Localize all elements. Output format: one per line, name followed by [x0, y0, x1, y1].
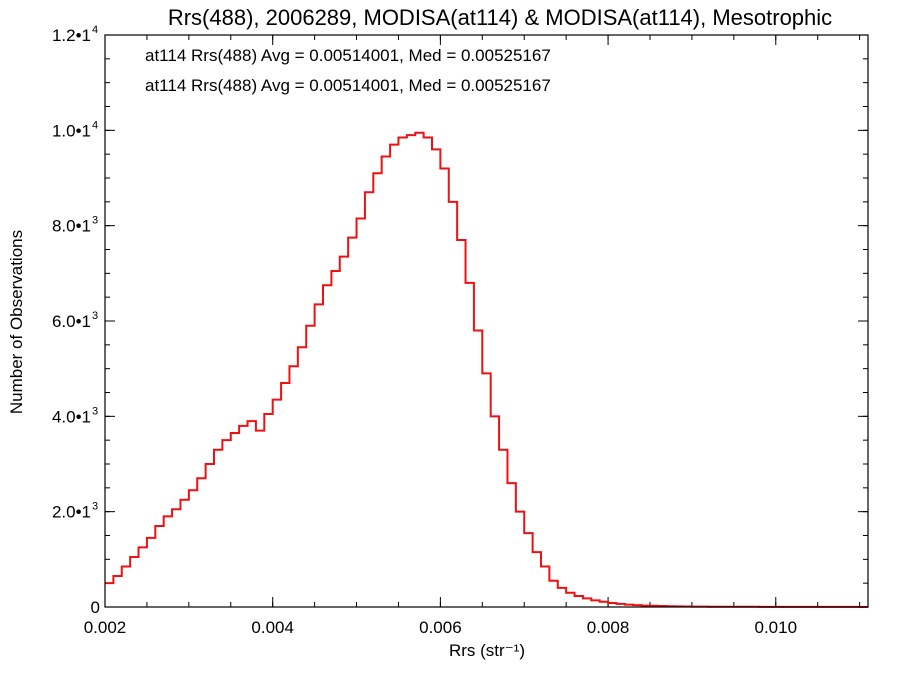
- x-tick-label: 0.006: [419, 618, 462, 637]
- stats-annotation-red: at114 Rrs(488) Avg = 0.00514001, Med = 0…: [145, 76, 551, 95]
- y-tick-mantissa: 1.2•1: [52, 26, 91, 45]
- x-tick-label: 0.008: [587, 618, 630, 637]
- chart-title: Rrs(488), 2006289, MODISA(at114) & MODIS…: [168, 5, 832, 30]
- y-tick-exponent: 3: [92, 215, 98, 227]
- x-axis-label: Rrs (str⁻¹): [449, 641, 525, 660]
- y-axis-label: Number of Observations: [7, 230, 26, 414]
- y-tick-label: 6.0•1: [52, 312, 91, 331]
- y-tick-exponent: 4: [92, 119, 98, 131]
- y-tick-label: 8.0•1: [52, 217, 91, 236]
- x-tick-label: 0.002: [84, 618, 127, 637]
- plot-frame: [104, 34, 869, 608]
- y-tick-mantissa: 4.0•1: [52, 407, 91, 426]
- y-tick-exponent: 3: [92, 310, 98, 322]
- histogram-series-0: [105, 131, 868, 608]
- y-tick-label: 4.0•1: [52, 407, 91, 426]
- y-tick-exponent: 3: [92, 501, 98, 513]
- y-tick-mantissa: 1.0•1: [52, 121, 91, 140]
- y-tick-mantissa: 2.0•1: [52, 503, 91, 522]
- y-tick-label: 1.2•1: [52, 26, 91, 45]
- y-tick-label: 2.0•1: [52, 503, 91, 522]
- y-tick-mantissa: 0: [91, 598, 100, 617]
- stats-annotation-black: at114 Rrs(488) Avg = 0.00514001, Med = 0…: [145, 46, 551, 65]
- x-tick-label: 0.004: [251, 618, 294, 637]
- y-tick-label: 1.0•1: [52, 121, 91, 140]
- y-tick-label: 0: [91, 598, 100, 617]
- y-tick-exponent: 4: [92, 24, 98, 36]
- y-tick-exponent: 3: [92, 405, 98, 417]
- plot-series: [105, 131, 868, 608]
- y-tick-mantissa: 6.0•1: [52, 312, 91, 331]
- y-tick-mantissa: 8.0•1: [52, 217, 91, 236]
- x-tick-label: 0.010: [754, 618, 797, 637]
